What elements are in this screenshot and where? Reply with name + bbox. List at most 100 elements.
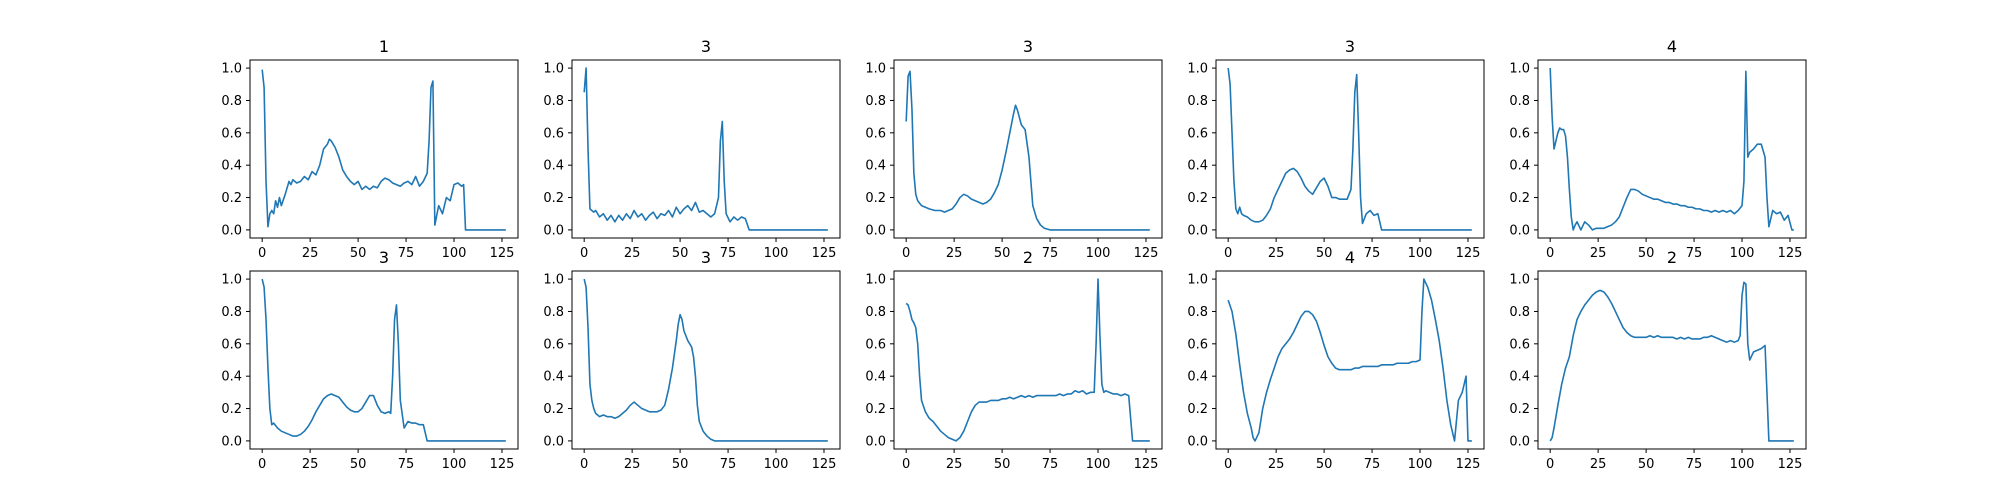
- x-tick-label: 125: [1778, 246, 1803, 261]
- y-tick-label: 0.6: [1509, 126, 1530, 141]
- series-line: [1227, 67, 1472, 231]
- x-tick-label: 125: [490, 457, 515, 472]
- x-tick-label: 50: [994, 246, 1011, 261]
- y-tick-label: 0.4: [543, 159, 564, 174]
- axes-frame: [1215, 270, 1485, 450]
- y-tick-label: 0.8: [1187, 94, 1208, 109]
- x-tick-label: 0: [1224, 457, 1232, 472]
- x-tick-label: 100: [442, 457, 467, 472]
- x-tick-label: 125: [1778, 457, 1803, 472]
- subplot-2: 3 0 25 50 75 100 125 0.0 0.2 0.4 0.6 0.8 1.0: [543, 37, 841, 261]
- x-tick-label: 50: [672, 246, 689, 261]
- y-tick-label: 0.8: [865, 305, 886, 320]
- x-tick-label: 100: [1730, 246, 1755, 261]
- y-tick-label: 1.0: [865, 273, 886, 288]
- y-tick-label: 0.4: [865, 159, 886, 174]
- x-tick-label: 0: [1546, 457, 1554, 472]
- y-tick-label: 0.2: [543, 191, 564, 206]
- x-tick-label: 0: [580, 246, 588, 261]
- y-tick-label: 0.0: [1509, 434, 1530, 449]
- y-tick-label: 0.2: [1187, 191, 1208, 206]
- y-tick-label: 0.6: [543, 337, 564, 352]
- x-tick-label: 50: [1638, 246, 1655, 261]
- subplot-title: 3: [701, 37, 711, 56]
- y-tick-label: 1.0: [221, 62, 242, 77]
- series-line: [1549, 281, 1794, 442]
- x-tick-label: 100: [1408, 246, 1433, 261]
- y-tick-label: 0.0: [865, 434, 886, 449]
- x-tick-label: 25: [302, 457, 319, 472]
- x-tick-label: 125: [1134, 457, 1159, 472]
- subplot-title: 3: [1345, 37, 1355, 56]
- y-tick-label: 0.6: [1509, 337, 1530, 352]
- x-tick-label: 0: [258, 246, 266, 261]
- y-tick-label: 1.0: [1509, 62, 1530, 77]
- y-tick-label: 1.0: [543, 62, 564, 77]
- x-tick-label: 100: [1086, 246, 1111, 261]
- x-tick-label: 75: [720, 246, 737, 261]
- x-tick-label: 25: [302, 246, 319, 261]
- y-tick-label: 0.4: [865, 370, 886, 385]
- y-tick-label: 0.0: [543, 434, 564, 449]
- x-tick-label: 25: [624, 246, 641, 261]
- y-tick-label: 0.0: [1509, 223, 1530, 238]
- x-tick-label: 25: [946, 457, 963, 472]
- y-tick-label: 0.6: [1187, 337, 1208, 352]
- subplot-6: 3 0 25 50 75 100 125 0.0 0.2 0.4 0.6 0.8 1.0: [221, 248, 519, 472]
- y-tick-label: 0.8: [1509, 94, 1530, 109]
- y-tick-label: 0.6: [221, 126, 242, 141]
- subplot-9: 4 0 25 50 75 100 125 0.0 0.2 0.4 0.6 0.8 1.0: [1187, 248, 1485, 472]
- x-tick-label: 75: [398, 246, 415, 261]
- x-tick-label: 125: [1134, 246, 1159, 261]
- y-tick-label: 0.8: [221, 305, 242, 320]
- x-tick-label: 100: [442, 246, 467, 261]
- y-tick-label: 0.6: [865, 126, 886, 141]
- x-tick-label: 50: [672, 457, 689, 472]
- x-tick-label: 0: [580, 457, 588, 472]
- y-tick-label: 0.2: [221, 191, 242, 206]
- y-tick-label: 0.6: [221, 337, 242, 352]
- axes-frame: [893, 270, 1163, 450]
- x-tick-label: 50: [1638, 457, 1655, 472]
- series-line: [1549, 68, 1794, 231]
- axes-frame: [1215, 59, 1485, 239]
- y-tick-label: 0.8: [865, 94, 886, 109]
- x-tick-label: 75: [1364, 457, 1381, 472]
- y-tick-label: 0.8: [221, 94, 242, 109]
- subplot-5: 4 0 25 50 75 100 125 0.0 0.2 0.4 0.6 0.8 1.0: [1509, 37, 1807, 261]
- y-tick-label: 0.4: [1187, 159, 1208, 174]
- y-tick-label: 0.8: [543, 94, 564, 109]
- y-tick-label: 0.0: [1187, 434, 1208, 449]
- x-tick-label: 0: [902, 457, 910, 472]
- y-tick-label: 0.0: [221, 434, 242, 449]
- x-tick-label: 0: [1546, 246, 1554, 261]
- y-tick-label: 0.2: [865, 402, 886, 417]
- subplot-4: 3 0 25 50 75 100 125 0.0 0.2 0.4 0.6 0.8 1.0: [1187, 37, 1485, 261]
- y-tick-label: 0.2: [1509, 402, 1530, 417]
- axes-frame: [1537, 270, 1807, 450]
- x-tick-label: 100: [1408, 457, 1433, 472]
- y-tick-label: 1.0: [1509, 273, 1530, 288]
- x-tick-label: 125: [1456, 457, 1481, 472]
- x-tick-label: 50: [1316, 246, 1333, 261]
- y-tick-label: 0.4: [221, 159, 242, 174]
- y-tick-label: 0.0: [221, 223, 242, 238]
- y-tick-label: 0.6: [543, 126, 564, 141]
- y-tick-label: 0.6: [1187, 126, 1208, 141]
- axes-frame: [1537, 59, 1807, 239]
- subplot-title: 2: [1667, 248, 1677, 267]
- y-tick-label: 1.0: [221, 273, 242, 288]
- y-tick-label: 0.2: [543, 402, 564, 417]
- x-tick-label: 50: [994, 457, 1011, 472]
- subplot-title: 4: [1667, 37, 1677, 56]
- x-tick-label: 75: [398, 457, 415, 472]
- subplot-title: 3: [379, 248, 389, 267]
- x-tick-label: 25: [1268, 457, 1285, 472]
- axes-frame: [571, 270, 841, 450]
- x-tick-label: 25: [946, 246, 963, 261]
- subplot-title: 4: [1345, 248, 1355, 267]
- y-tick-label: 0.0: [543, 223, 564, 238]
- x-tick-label: 0: [1224, 246, 1232, 261]
- x-tick-label: 25: [1590, 246, 1607, 261]
